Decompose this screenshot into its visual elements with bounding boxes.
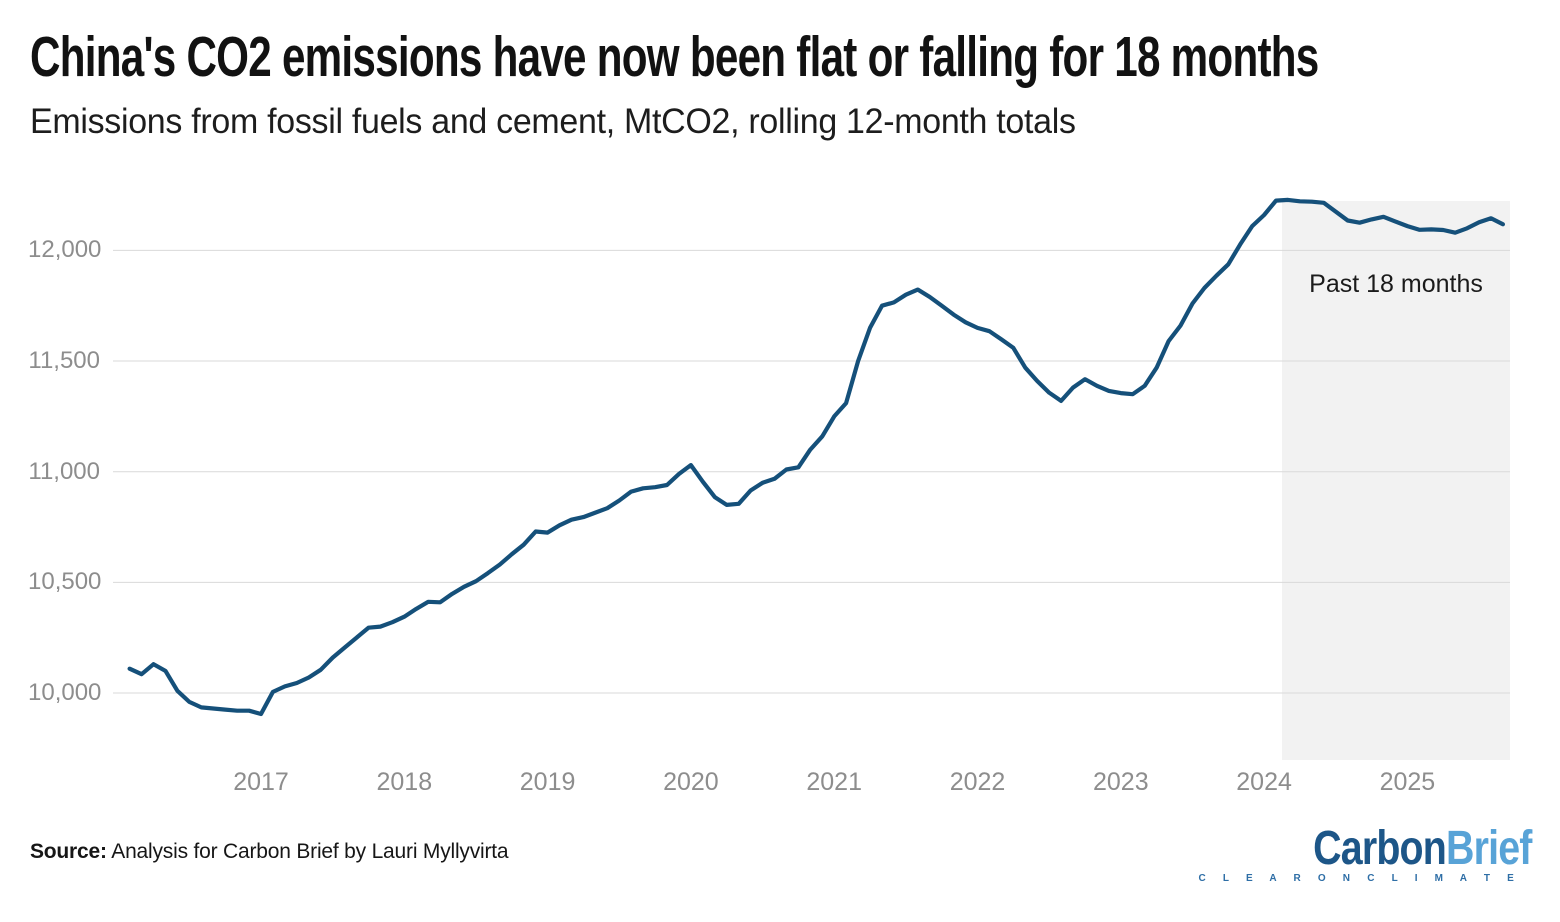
y-tick-label: 10,000: [28, 679, 102, 706]
page-subtitle: Emissions from fossil fuels and cement, …: [30, 102, 1076, 141]
source-note: Source: Analysis for Carbon Brief by Lau…: [30, 840, 509, 864]
logo-tagline: C L E A R O N C L I M A T E: [1198, 873, 1518, 884]
x-tick-label: 2021: [806, 768, 862, 796]
past-18-months-region: [1282, 201, 1510, 760]
y-tick-label: 11,000: [28, 457, 100, 485]
logo-wordmark: CarbonBrief: [1258, 825, 1533, 873]
y-tick-label: 12,000: [28, 236, 102, 264]
x-tick-label: 2022: [949, 768, 1006, 796]
y-tick-label: 11,500: [28, 347, 100, 375]
logo-carbon: Carbon: [1313, 822, 1448, 875]
x-tick-label: 2020: [663, 768, 719, 796]
x-tick-label: 2019: [519, 768, 576, 796]
x-tick-label: 2017: [233, 768, 289, 796]
y-tick-label: 10,500: [28, 568, 102, 596]
source-text: Analysis for Carbon Brief by Lauri Mylly…: [106, 840, 509, 863]
source-label: Source:: [30, 840, 107, 863]
x-tick-label: 2018: [376, 768, 433, 796]
emissions-line: [127, 197, 1506, 717]
x-tick-label: 2023: [1092, 768, 1149, 796]
past-18-months-label: Past 18 months: [1309, 270, 1483, 298]
page-title: China's CO2 emissions have now been flat…: [30, 25, 1319, 89]
logo-brief: Brief: [1446, 822, 1532, 875]
x-tick-label: 2025: [1379, 768, 1436, 796]
carbonbrief-logo: CarbonBrief C L E A R O N C L I M A T E: [1198, 825, 1533, 885]
x-tick-label: 2024: [1236, 768, 1292, 796]
